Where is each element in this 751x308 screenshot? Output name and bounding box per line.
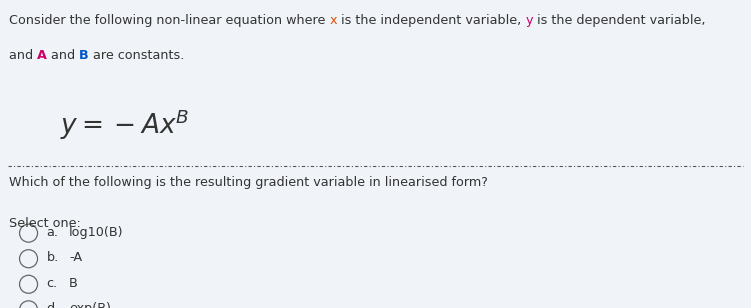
Text: exp(B): exp(B)	[69, 302, 111, 308]
Text: Which of the following is the resulting gradient variable in linearised form?: Which of the following is the resulting …	[9, 176, 488, 188]
Text: is the independent variable,: is the independent variable,	[337, 14, 525, 27]
Text: b.: b.	[47, 251, 59, 264]
Text: B: B	[69, 277, 78, 290]
Text: B: B	[79, 49, 89, 62]
Text: a.: a.	[47, 226, 59, 239]
Text: Select one:: Select one:	[9, 217, 81, 230]
Text: d.: d.	[47, 302, 59, 308]
Text: -A: -A	[69, 251, 82, 264]
Text: Consider the following non-linear equation where: Consider the following non-linear equati…	[9, 14, 330, 27]
Text: x: x	[330, 14, 337, 27]
Text: c.: c.	[47, 277, 58, 290]
Text: $y = -Ax^B$: $y = -Ax^B$	[60, 108, 189, 142]
Text: and: and	[47, 49, 79, 62]
Text: is the dependent variable,: is the dependent variable,	[532, 14, 705, 27]
Text: log10(B): log10(B)	[69, 226, 124, 239]
Text: are constants.: are constants.	[89, 49, 184, 62]
Text: and: and	[9, 49, 37, 62]
Text: y: y	[525, 14, 532, 27]
Text: A: A	[37, 49, 47, 62]
